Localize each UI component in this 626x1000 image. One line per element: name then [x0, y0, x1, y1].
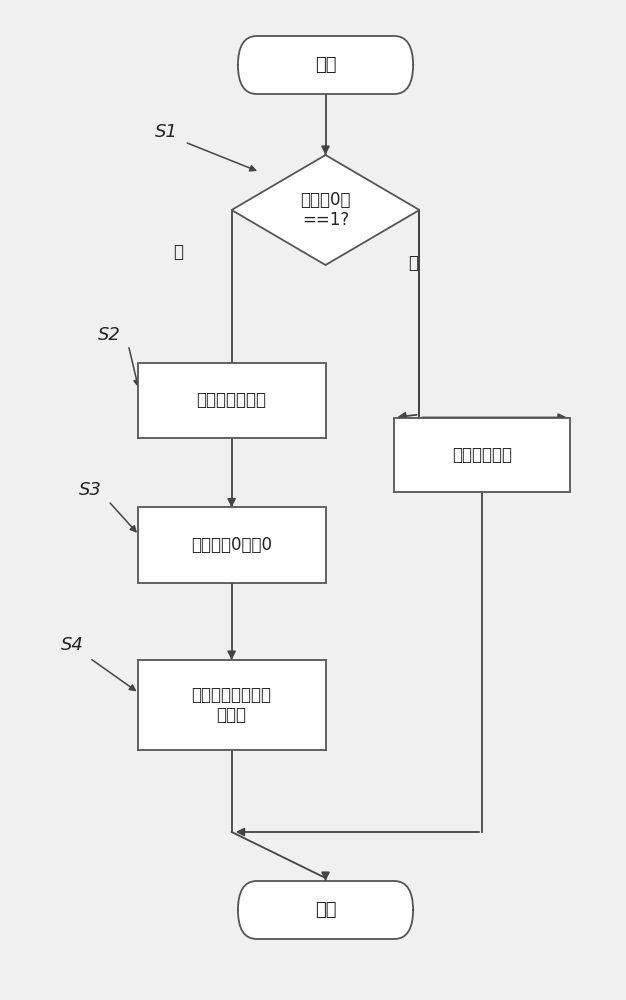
FancyBboxPatch shape	[138, 362, 326, 438]
Text: S3: S3	[80, 481, 102, 499]
Text: S1: S1	[155, 123, 177, 141]
Text: 是: 是	[173, 243, 183, 261]
Polygon shape	[232, 155, 419, 265]
Text: 变量放入累加器: 变量放入累加器	[197, 391, 267, 409]
Text: 否: 否	[408, 254, 418, 272]
Text: 变量第0位
==1?: 变量第0位 ==1?	[300, 191, 351, 229]
Text: 累加器中的值放回
到变量: 累加器中的值放回 到变量	[192, 686, 272, 724]
Text: 结束: 结束	[315, 901, 336, 919]
FancyBboxPatch shape	[238, 881, 413, 939]
Text: 开始: 开始	[315, 56, 336, 74]
Text: S4: S4	[61, 636, 83, 654]
Text: 累加器第0位清0: 累加器第0位清0	[191, 536, 272, 554]
Text: 执行其他程序: 执行其他程序	[452, 446, 512, 464]
FancyBboxPatch shape	[138, 507, 326, 582]
FancyBboxPatch shape	[138, 660, 326, 750]
FancyBboxPatch shape	[238, 36, 413, 94]
Text: S2: S2	[98, 326, 121, 344]
FancyBboxPatch shape	[394, 418, 570, 492]
